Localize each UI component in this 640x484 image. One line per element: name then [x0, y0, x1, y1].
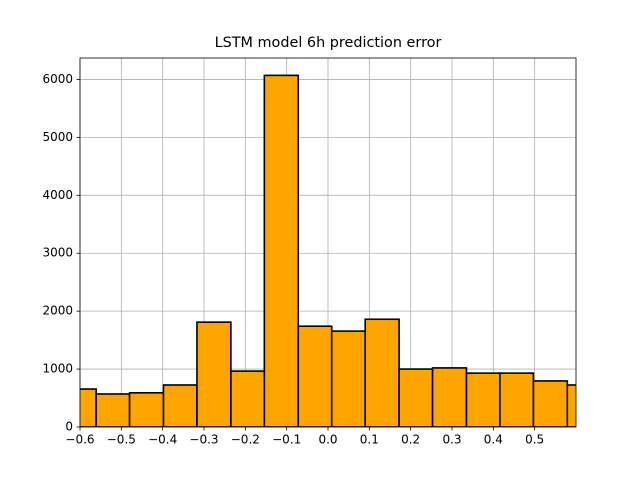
y-tick-label: 0: [65, 420, 73, 434]
bar: [263, 74, 300, 427]
x-tick-label: −0.6: [65, 433, 94, 447]
bar: [364, 318, 400, 427]
bars: [80, 74, 576, 427]
y-tick-label: 6000: [42, 72, 73, 86]
ticks: −0.6 −0.5 −0.4 −0.3 −0.2 −0.1 0.0 0.1 0.2 0.3 0.4 0…: [42, 72, 544, 447]
bar: [532, 380, 569, 427]
y-tick-label: 4000: [42, 188, 73, 202]
bar: [297, 325, 333, 427]
bar: [95, 393, 131, 427]
bar: [566, 384, 576, 427]
bar: [398, 368, 434, 427]
y-tick-label: 2000: [42, 304, 73, 318]
y-tick-label: 1000: [42, 362, 73, 376]
bar: [465, 372, 501, 427]
bar: [330, 330, 367, 427]
y-tick-label: 5000: [42, 130, 73, 144]
bar: [196, 321, 232, 427]
bar: [128, 392, 165, 427]
x-tick-label: −0.1: [272, 433, 301, 447]
x-tick-label: −0.4: [148, 433, 177, 447]
x-tick-label: −0.3: [189, 433, 218, 447]
chart-title: LSTM model 6h prediction error: [215, 35, 442, 51]
x-tick-label: 0.4: [484, 433, 503, 447]
x-tick-label: 0.2: [401, 433, 420, 447]
bar: [230, 370, 266, 427]
y-tick-label: 3000: [42, 246, 73, 260]
x-tick-label: 0.3: [442, 433, 461, 447]
x-tick-label: 0.5: [525, 433, 544, 447]
x-tick-label: 0.1: [360, 433, 379, 447]
bar: [431, 367, 468, 427]
x-tick-label: 0.0: [318, 433, 337, 447]
bar: [162, 384, 198, 427]
x-tick-label: −0.5: [107, 433, 136, 447]
bar: [499, 372, 535, 427]
x-tick-label: −0.2: [231, 433, 260, 447]
